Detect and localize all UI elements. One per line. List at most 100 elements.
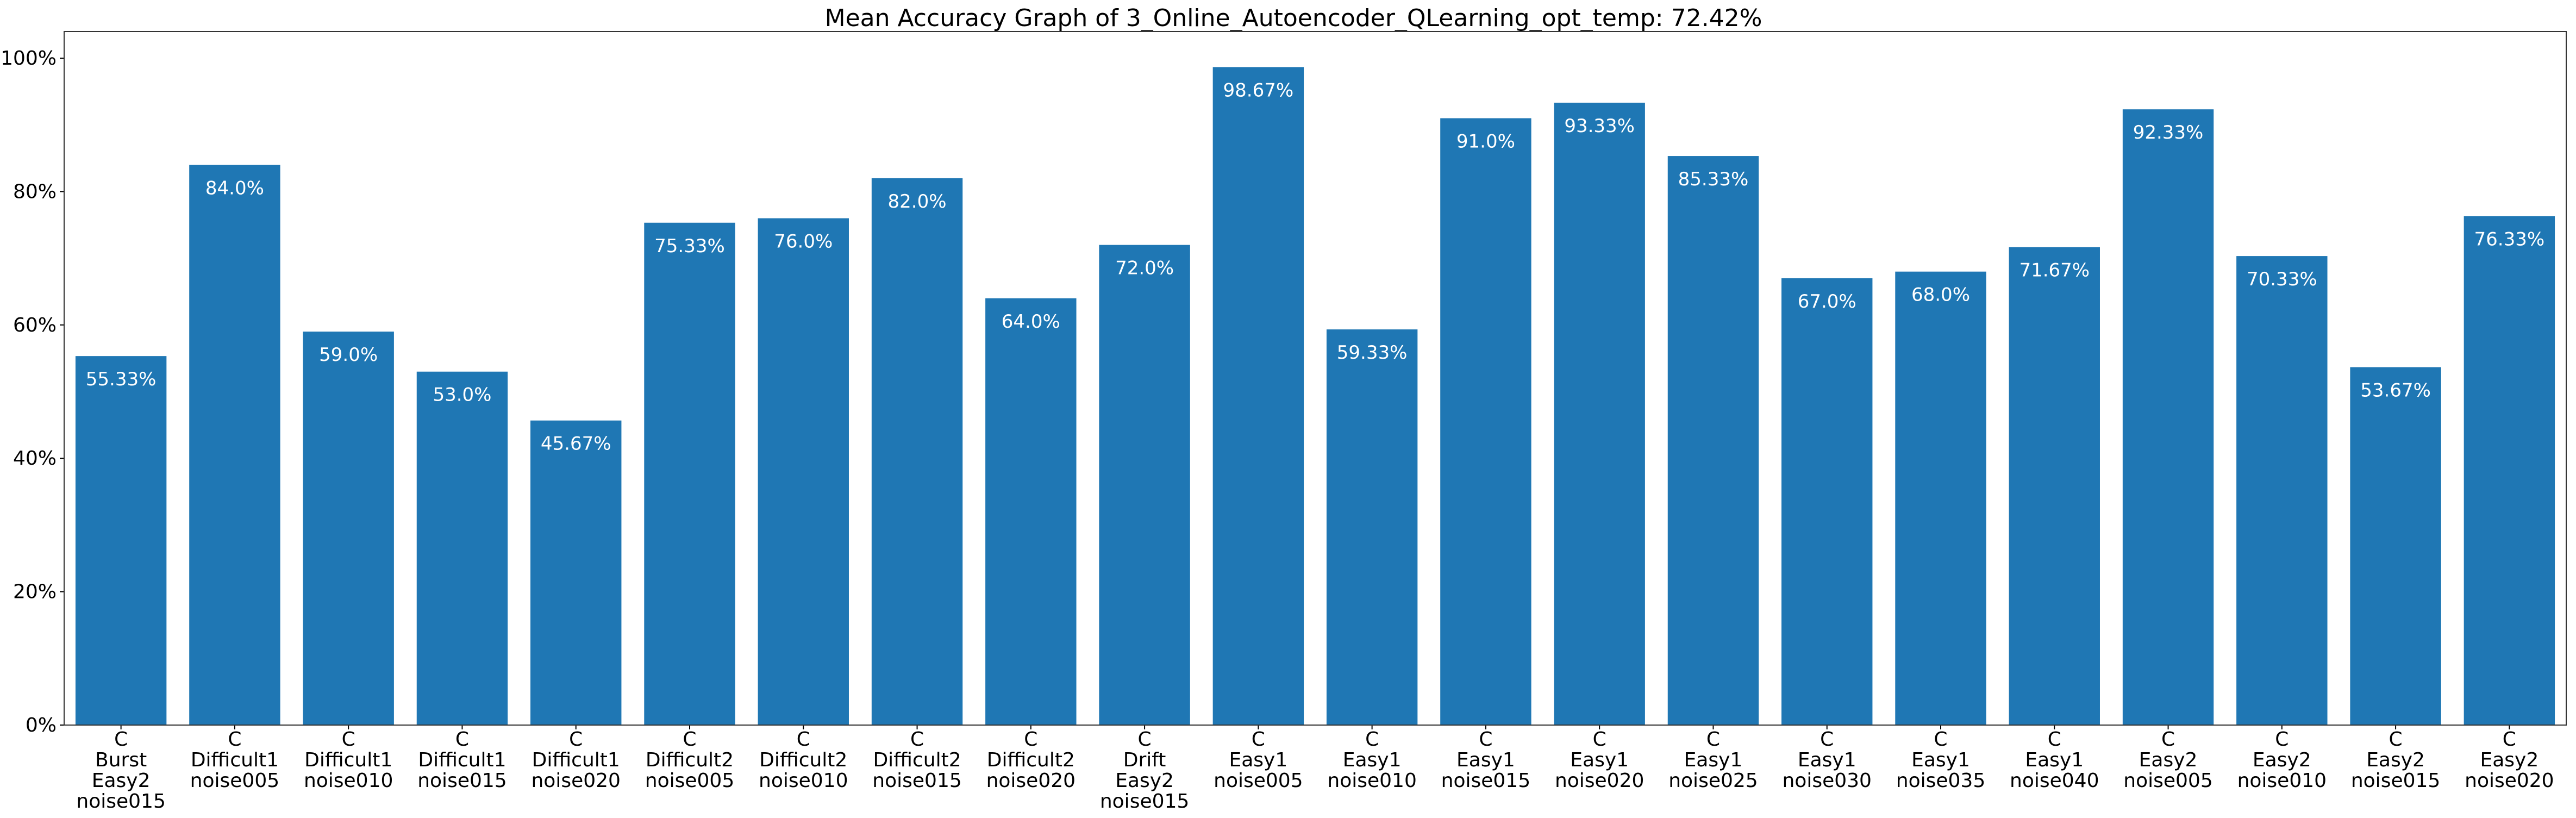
x-tick-label-line: Difficult1 [191, 749, 279, 771]
x-tick-label-line: noise015 [1441, 770, 1530, 792]
x-tick-label-line: Difficult2 [646, 749, 734, 771]
bar-7 [871, 178, 963, 725]
x-tick-label-12: C Easy1 noise015 [1441, 728, 1530, 792]
x-tick-label-line: Difficult2 [873, 749, 961, 771]
x-tick-label-line: C [1024, 728, 1037, 751]
x-tick-label-line: noise005 [2123, 770, 2212, 792]
x-tick-label-line: Easy2 [2366, 749, 2425, 771]
bar-value-label-16: 68.0% [1911, 284, 1970, 306]
x-tick-label-line: noise010 [759, 770, 848, 792]
bar-value-label-20: 53.67% [2360, 380, 2431, 402]
bar-20 [2350, 367, 2441, 725]
x-tick-label-2: C Difficult1 noise010 [304, 728, 393, 792]
x-tick-label-line: Easy1 [1911, 749, 1970, 771]
x-tick-label-line: Easy1 [1343, 749, 1402, 771]
x-tick-label-13: C Easy1 noise020 [1555, 728, 1644, 792]
x-tick-label-line: C [1706, 728, 1720, 751]
bars-layer [75, 67, 2555, 726]
bar-value-label-8: 64.0% [1002, 311, 1060, 333]
x-tick-label-line: C [342, 728, 355, 751]
x-tick-label-7: C Difficult2 noise015 [872, 728, 961, 792]
bar-value-label-18: 92.33% [2133, 122, 2204, 143]
y-tick-label-0: 0% [26, 714, 57, 736]
x-tick-label-14: C Easy1 noise025 [1668, 728, 1758, 792]
x-tick-label-line: Easy2 [92, 770, 151, 792]
x-tick-label-line: Difficult2 [759, 749, 847, 771]
x-tick-label-line: noise010 [304, 770, 393, 792]
bar-6 [758, 218, 849, 725]
x-tick-label-line: noise025 [1668, 770, 1758, 792]
y-tick-label-1: 20% [13, 581, 57, 603]
bar-value-label-6: 76.0% [774, 231, 833, 253]
x-tick-label-16: C Easy1 noise035 [1896, 728, 1985, 792]
bar-value-label-21: 76.33% [2474, 228, 2545, 250]
x-tick-label-line: C [1820, 728, 1834, 751]
x-tick-label-line: noise010 [1327, 770, 1416, 792]
x-tick-label-line: noise015 [872, 770, 961, 792]
bar-17 [2009, 247, 2100, 725]
x-tick-label-line: noise020 [2465, 770, 2554, 792]
x-tick-label-line: noise020 [1555, 770, 1644, 792]
x-tick-label-line: C [2275, 728, 2289, 751]
bar-value-label-1: 84.0% [205, 177, 264, 199]
bar-21 [2464, 216, 2555, 725]
x-tick-label-line: C [1365, 728, 1379, 751]
bar-value-label-15: 67.0% [1798, 291, 1856, 313]
bar-value-label-0: 55.33% [86, 369, 157, 390]
bar-1 [189, 165, 280, 725]
bar-value-label-14: 85.33% [1678, 168, 1749, 190]
x-tick-label-5: C Difficult2 noise005 [645, 728, 734, 792]
bar-5 [644, 222, 735, 725]
x-tick-label-line: C [1252, 728, 1265, 751]
y-tick-label-4: 80% [13, 180, 57, 203]
bar-labels-layer: 55.33% 84.0% 59.0% 53.0% 45.67% 75.33% 76.0% 82… [86, 79, 2544, 454]
bar-16 [1895, 271, 1986, 725]
bar-value-label-13: 93.33% [1564, 115, 1635, 137]
chart-title: Mean Accuracy Graph of 3_Online_Autoenco… [825, 4, 1762, 32]
x-tick-label-3: C Difficult1 noise015 [417, 728, 507, 792]
x-tick-label-line: C [797, 728, 810, 751]
x-tick-label-line: C [1138, 728, 1152, 751]
y-tick-label-5: 100% [1, 47, 57, 70]
x-tick-label-line: noise015 [2351, 770, 2440, 792]
bar-2 [303, 332, 394, 725]
x-tick-label-line: C [2389, 728, 2403, 751]
y-axis: 0% 20% 40% 60% 80% 100% [1, 47, 64, 736]
bar-value-label-17: 71.67% [2019, 260, 2090, 282]
bar-12 [1440, 118, 1531, 725]
x-tick-label-8: C Difficult2 noise020 [986, 728, 1076, 792]
x-tick-label-line: C [1593, 728, 1606, 751]
x-tick-label-line: noise015 [1100, 790, 1189, 813]
x-tick-label-9: C Drift Easy2 noise015 [1100, 728, 1189, 813]
x-tick-label-line: Difficult2 [987, 749, 1075, 771]
x-tick-label-line: C [2048, 728, 2061, 751]
x-tick-label-line: Easy1 [2025, 749, 2084, 771]
bar-value-label-10: 98.67% [1223, 79, 1294, 101]
x-tick-label-line: noise005 [1214, 770, 1303, 792]
bar-3 [416, 371, 508, 725]
bar-value-label-19: 70.33% [2247, 268, 2317, 290]
bar-value-label-11: 59.33% [1337, 342, 1408, 364]
bar-19 [2236, 256, 2328, 726]
x-tick-label-line: C [683, 728, 696, 751]
x-tick-label-18: C Easy2 noise005 [2123, 728, 2212, 792]
y-tick-label-2: 40% [13, 447, 57, 470]
x-tick-label-line: noise015 [417, 770, 507, 792]
x-tick-label-line: Difficult1 [304, 749, 392, 771]
x-tick-label-6: C Difficult2 noise010 [759, 728, 848, 792]
x-tick-label-line: noise005 [190, 770, 279, 792]
x-tick-label-20: C Easy2 noise015 [2351, 728, 2440, 792]
x-tick-label-line: C [114, 728, 128, 751]
x-tick-label-line: noise030 [1782, 770, 1871, 792]
x-tick-label-line: Easy2 [2139, 749, 2198, 771]
x-tick-label-line: noise010 [2237, 770, 2327, 792]
bar-8 [985, 298, 1077, 725]
x-tick-label-19: C Easy2 noise010 [2237, 728, 2327, 792]
x-tick-label-line: C [2161, 728, 2175, 751]
bar-18 [2122, 109, 2214, 726]
x-tick-label-15: C Easy1 noise030 [1782, 728, 1871, 792]
x-tick-label-line: C [2503, 728, 2516, 751]
x-tick-label-line: Easy2 [2253, 749, 2311, 771]
